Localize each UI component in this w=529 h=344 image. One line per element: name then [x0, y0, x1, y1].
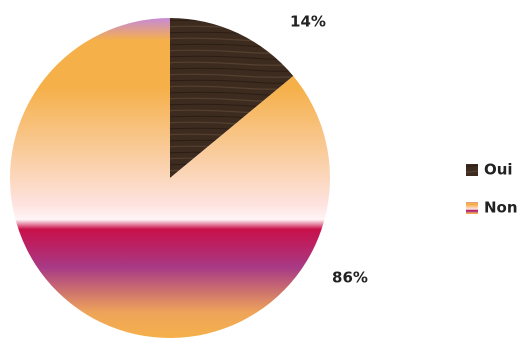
data-label: 86% [332, 269, 368, 287]
legend-swatch [466, 164, 478, 176]
legend-label: Non [484, 199, 518, 217]
pie-slice [170, 18, 294, 178]
data-label: 14% [290, 13, 326, 31]
legend-label: Oui [484, 161, 513, 179]
legend-swatch [466, 202, 478, 214]
legend: Oui Non [466, 161, 518, 217]
pie [9, 18, 330, 338]
pie-slice [9, 18, 330, 338]
